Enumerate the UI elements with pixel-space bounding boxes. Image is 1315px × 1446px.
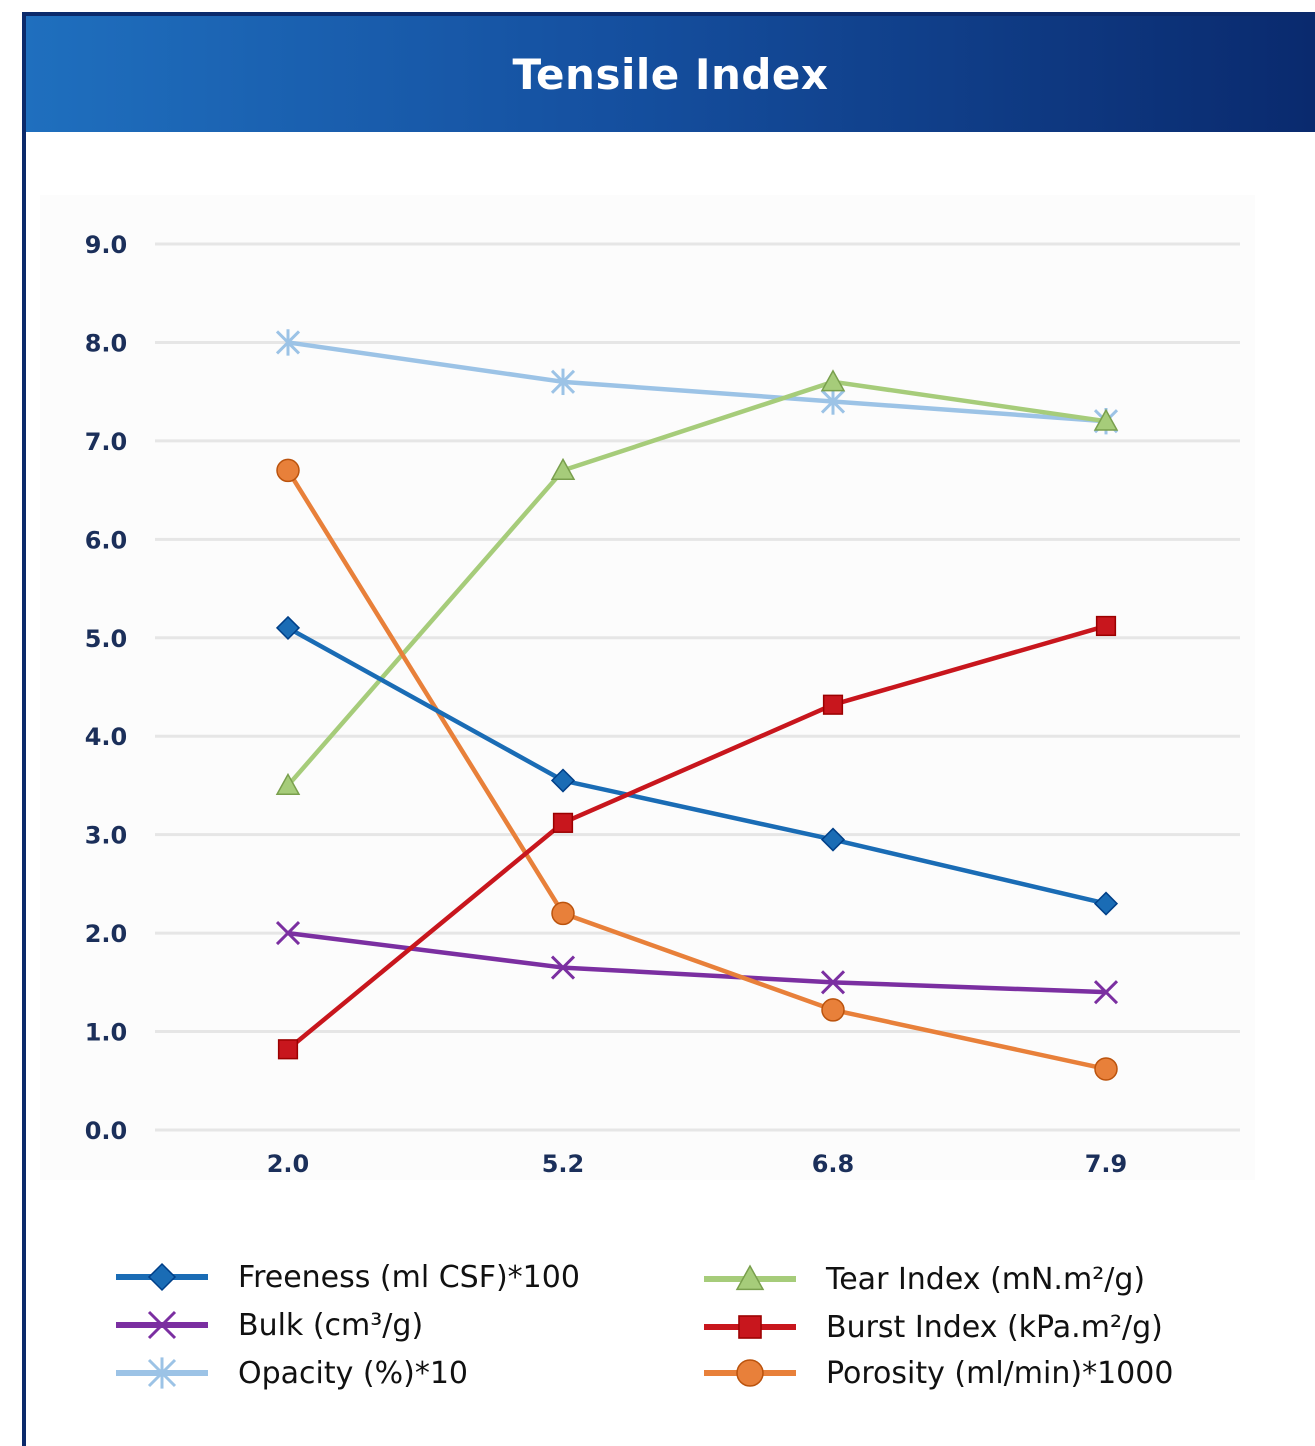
series-line [285, 340, 1109, 424]
legend-swatch [704, 1264, 796, 1291]
grid-lines [155, 242, 1240, 1132]
x-tick-label: 5.2 [542, 1150, 585, 1178]
asterisk-marker [550, 368, 576, 396]
legend-item: Freeness (ml CSF)*100 [114, 1254, 580, 1300]
x-marker [147, 1310, 177, 1340]
diamond-marker [147, 1262, 177, 1292]
triangle-marker [820, 369, 846, 392]
square-marker [822, 694, 844, 715]
series-diamond [275, 615, 1119, 916]
x-marker [820, 970, 846, 995]
asterisk-marker [275, 329, 301, 356]
series-circle [276, 458, 1118, 1081]
series-x [275, 921, 1119, 1005]
x-axis-ticks: 2.0 5.2 6.8 7.9 [267, 1150, 1128, 1178]
asterisk-marker [820, 388, 846, 415]
legend-swatch [704, 1359, 796, 1387]
asterisk-marker [147, 1357, 177, 1389]
circle-marker [276, 458, 300, 483]
legend-item: Bulk (cm³/g) [114, 1302, 423, 1348]
triangle-marker [550, 457, 576, 480]
legend-label: Bulk (cm³/g) [238, 1307, 424, 1343]
legend-swatch [116, 1357, 208, 1389]
chart-legend: Freeness (ml CSF)*100 Bulk (cm³/g) Opacity… [90, 1250, 1240, 1400]
x-stroke [275, 921, 301, 946]
legend-label: Tear Index (mN.m²/g) [826, 1261, 1146, 1297]
legend-label: Porosity (ml/min)*1000 [826, 1355, 1174, 1391]
circle-marker [736, 1359, 764, 1387]
legend-label: Opacity (%)*10 [238, 1355, 469, 1391]
series-line [285, 623, 1109, 1052]
y-tick-label: 8.0 [85, 329, 128, 357]
legend-label: Freeness (ml CSF)*100 [238, 1259, 580, 1295]
x-stroke [1093, 980, 1119, 1005]
legend-item: Opacity (%)*10 [114, 1350, 468, 1396]
diamond-marker [1093, 891, 1119, 916]
square-marker [1095, 615, 1117, 637]
series-line [285, 625, 1109, 906]
square-marker [738, 1315, 762, 1339]
circle-marker [1094, 1057, 1118, 1081]
y-tick-label: 0.0 [85, 1117, 128, 1145]
diamond-marker [820, 827, 846, 852]
y-tick-label: 2.0 [85, 920, 128, 948]
y-axis-ticks: 0.0 1.0 2.0 3.0 4.0 5.0 6.0 7.0 8.0 9.0 [85, 231, 128, 1145]
legend-item: Tear Index (mN.m²/g) [702, 1256, 1145, 1302]
series-line [285, 468, 1109, 1072]
x-stroke [550, 955, 576, 980]
x-marker [550, 955, 576, 980]
x-marker [1093, 980, 1119, 1005]
plot-area [40, 195, 1255, 1180]
legend-item: Porosity (ml/min)*1000 [702, 1350, 1173, 1396]
x-stroke [820, 970, 846, 995]
x-tick-label: 7.9 [1085, 1150, 1128, 1178]
y-tick-label: 1.0 [85, 1019, 128, 1047]
y-tick-label: 3.0 [85, 822, 128, 850]
series-asterisk [275, 329, 1119, 435]
series-triangle [275, 369, 1119, 795]
diamond-marker [275, 615, 301, 640]
square-marker [552, 812, 574, 833]
series-line [285, 930, 1109, 995]
y-tick-label: 6.0 [85, 526, 128, 554]
x-stroke [147, 1310, 177, 1340]
legend-label: Burst Index (kPa.m²/g) [826, 1309, 1163, 1345]
circle-marker [551, 901, 575, 926]
series-square [277, 615, 1117, 1060]
circle-marker [821, 998, 845, 1022]
triangle-marker [735, 1264, 765, 1291]
y-tick-label: 7.0 [85, 428, 128, 456]
y-tick-label: 5.0 [85, 625, 128, 653]
chart-title: Tensile Index [512, 49, 829, 99]
legend-swatch [704, 1315, 796, 1339]
y-tick-label: 9.0 [85, 231, 128, 259]
series-line [285, 379, 1109, 788]
chart-header: Tensile Index [26, 16, 1315, 132]
series-lines [275, 329, 1119, 1081]
x-marker [275, 921, 301, 946]
x-tick-label: 2.0 [267, 1150, 310, 1178]
legend-item: Burst Index (kPa.m²/g) [702, 1304, 1163, 1350]
square-marker [277, 1039, 299, 1060]
triangle-marker [1093, 408, 1119, 431]
diamond-marker [550, 768, 576, 793]
x-tick-label: 6.8 [812, 1150, 855, 1178]
legend-swatch [116, 1262, 208, 1292]
triangle-marker [275, 772, 301, 795]
y-tick-label: 4.0 [85, 723, 128, 751]
legend-swatch [116, 1310, 208, 1340]
